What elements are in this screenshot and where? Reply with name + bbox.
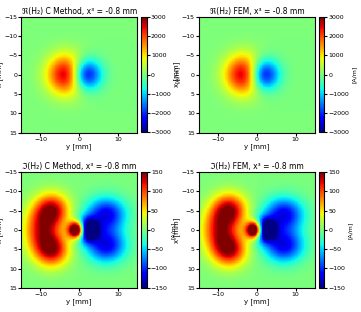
Y-axis label: [A/m]: [A/m] — [170, 221, 175, 239]
X-axis label: y [mm]: y [mm] — [66, 143, 92, 150]
Y-axis label: [A/m]: [A/m] — [348, 221, 353, 239]
Title: ℑ(H₂) C Method, x³ = -0.8 mm: ℑ(H₂) C Method, x³ = -0.8 mm — [22, 162, 136, 171]
Y-axis label: x [mm]: x [mm] — [0, 217, 3, 242]
Y-axis label: x [mm]: x [mm] — [0, 62, 3, 87]
X-axis label: y [mm]: y [mm] — [244, 143, 270, 150]
X-axis label: y [mm]: y [mm] — [66, 299, 92, 305]
Title: ℜ(H₂) C Method, x³ = -0.8 mm: ℜ(H₂) C Method, x³ = -0.8 mm — [22, 7, 137, 16]
Title: ℑ(H₂) FEM, x³ = -0.8 mm: ℑ(H₂) FEM, x³ = -0.8 mm — [210, 162, 304, 171]
Y-axis label: x [mm]: x [mm] — [174, 62, 180, 87]
X-axis label: y [mm]: y [mm] — [244, 299, 270, 305]
Y-axis label: [A/m]: [A/m] — [352, 66, 357, 83]
Title: ℜ(H₂) FEM, x³ = -0.8 mm: ℜ(H₂) FEM, x³ = -0.8 mm — [210, 7, 304, 16]
Y-axis label: x [mm]: x [mm] — [174, 217, 180, 242]
Y-axis label: [A/m]: [A/m] — [174, 66, 179, 83]
